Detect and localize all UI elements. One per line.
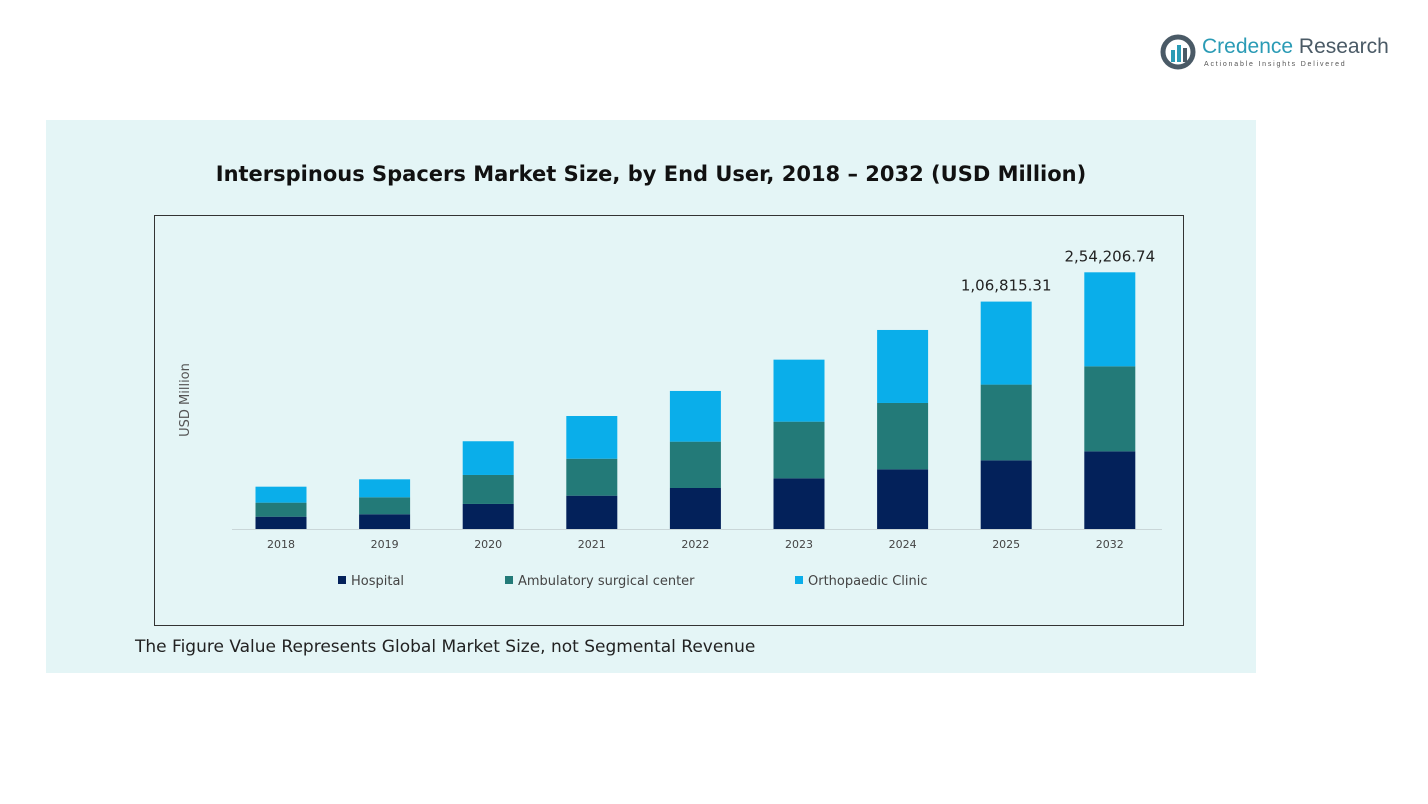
bar-2019-ambulatory-surgical-center — [359, 497, 411, 515]
plot-frame — [154, 215, 1184, 626]
bar-2023-orthopaedic-clinic — [773, 359, 825, 422]
bar-2020-ambulatory-surgical-center — [462, 474, 514, 504]
bar-2023-hospital — [773, 478, 825, 529]
bar-2018-hospital — [255, 516, 307, 529]
bar-2021-orthopaedic-clinic — [566, 416, 618, 459]
credence-research-logo: Credence Research Actionable Insights De… — [1160, 34, 1420, 78]
bar-2025-ambulatory-surgical-center — [980, 384, 1032, 461]
x-tick-label: 2021 — [578, 538, 606, 551]
logo-mark-icon — [1160, 34, 1196, 70]
x-tick-label: 2020 — [474, 538, 502, 551]
bar-2021-ambulatory-surgical-center — [566, 458, 618, 496]
bar-2020-hospital — [462, 503, 514, 529]
legend-label: Ambulatory surgical center — [518, 574, 695, 589]
x-tick-label: 2023 — [785, 538, 813, 551]
x-tick-label: 2022 — [681, 538, 709, 551]
x-tick-label: 2025 — [992, 538, 1020, 551]
bar-2019-hospital — [359, 514, 411, 529]
footnote: The Figure Value Represents Global Marke… — [135, 637, 756, 657]
bar-2032-ambulatory-surgical-center — [1084, 366, 1136, 452]
bar-2022-hospital — [669, 488, 721, 529]
x-tick-label: 2018 — [267, 538, 295, 551]
bar-2032-hospital — [1084, 451, 1136, 529]
legend-swatch — [795, 576, 803, 584]
brand-name-part1: Credence — [1202, 35, 1294, 58]
legend-label: Hospital — [351, 574, 404, 589]
bar-2024-hospital — [877, 469, 929, 529]
bar-2018-orthopaedic-clinic — [255, 486, 307, 503]
y-axis-label: USD Million — [178, 363, 193, 437]
data-label-2025: 1,06,815.31 — [961, 277, 1052, 295]
chart-panel — [46, 120, 1256, 673]
bar-2024-orthopaedic-clinic — [877, 329, 929, 403]
chart-title: Interspinous Spacers Market Size, by End… — [215, 162, 1087, 186]
bar-2018-ambulatory-surgical-center — [255, 502, 307, 517]
brand-tagline: Actionable Insights Delivered — [1204, 61, 1347, 68]
bar-2023-ambulatory-surgical-center — [773, 421, 825, 479]
data-label-2032: 2,54,206.74 — [1064, 247, 1155, 265]
bar-2022-ambulatory-surgical-center — [669, 441, 721, 489]
bar-2032-orthopaedic-clinic — [1084, 272, 1136, 367]
bar-2025-orthopaedic-clinic — [980, 301, 1032, 385]
legend-swatch — [338, 576, 346, 584]
bar-2021-hospital — [566, 495, 618, 529]
brand-name: Credence Research — [1202, 36, 1389, 58]
bar-2022-orthopaedic-clinic — [669, 390, 721, 442]
bar-2024-ambulatory-surgical-center — [877, 402, 929, 470]
bar-2020-orthopaedic-clinic — [462, 441, 514, 475]
legend-swatch — [505, 576, 513, 584]
legend-label: Orthopaedic Clinic — [808, 574, 928, 589]
x-tick-label: 2024 — [889, 538, 917, 551]
bar-2019-orthopaedic-clinic — [359, 479, 411, 498]
x-tick-label: 2032 — [1096, 538, 1124, 551]
bar-2025-hospital — [980, 460, 1032, 529]
x-tick-label: 2019 — [371, 538, 399, 551]
brand-name-part2: Research — [1298, 35, 1389, 58]
legend: Hospital Ambulatory surgical center Orthop… — [338, 574, 928, 589]
